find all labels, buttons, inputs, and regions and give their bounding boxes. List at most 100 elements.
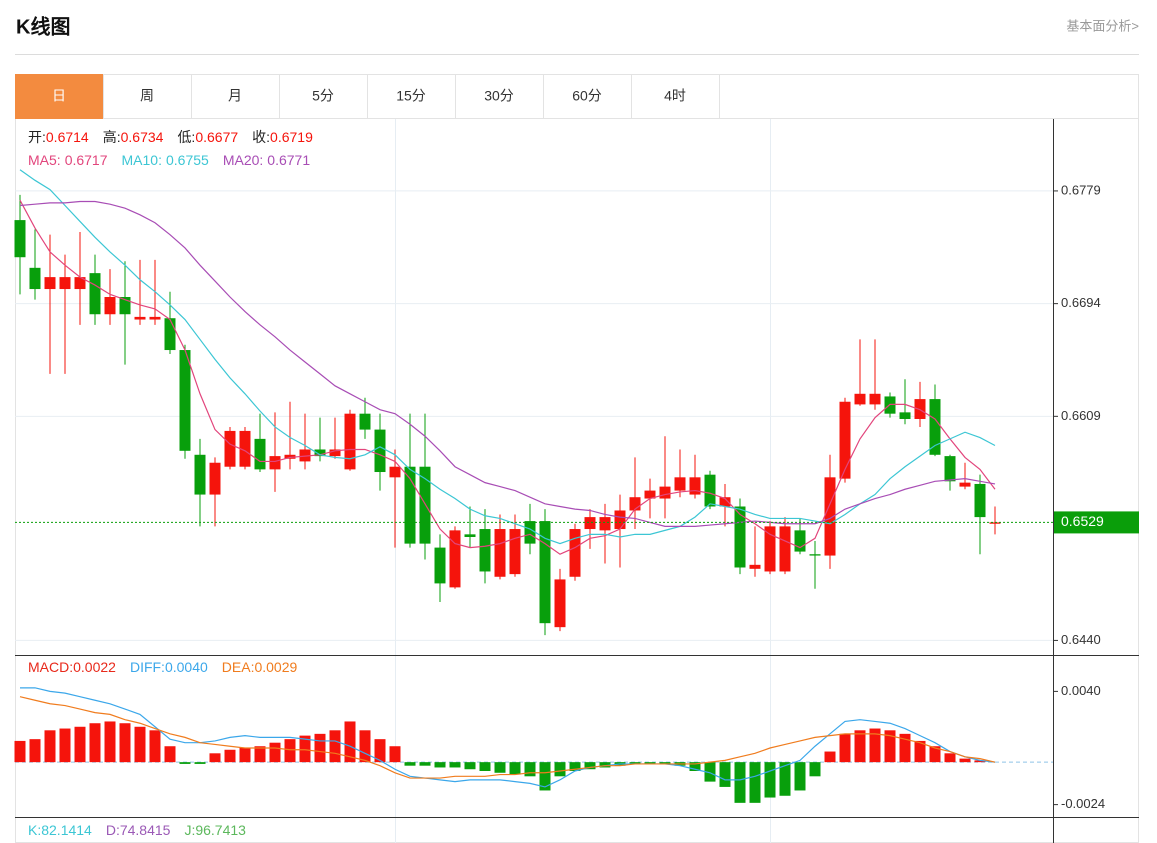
candle-body — [119, 297, 131, 315]
legend-value: 0.6734 — [121, 129, 164, 145]
y-tick-label: 0.6440 — [1061, 632, 1101, 647]
tab[interactable] — [455, 74, 544, 119]
candle-body — [554, 579, 566, 628]
macd-bar — [314, 733, 326, 763]
legend-value: 96.7413 — [195, 822, 246, 838]
candle-body — [209, 462, 221, 495]
candle-body — [974, 483, 986, 518]
candle-body — [689, 477, 701, 495]
tab-label[interactable]: 15分 — [396, 88, 426, 104]
macd-bar — [569, 762, 581, 771]
y-tick-label: 0.0040 — [1061, 683, 1101, 698]
candle-body — [29, 267, 41, 290]
candle-body — [284, 454, 296, 459]
legend-label: MA5: — [28, 152, 61, 168]
candle-body — [479, 529, 491, 572]
y-tick-label: 0.6694 — [1061, 295, 1101, 310]
legend-value: 0.6677 — [195, 129, 238, 145]
fundamental-link[interactable]: 基本面分析> — [1066, 18, 1139, 33]
macd-bar — [179, 762, 191, 764]
macd-bar — [74, 726, 86, 763]
page-title: K线图 — [16, 14, 70, 38]
legend: 开:0.6714 高:0.6734 低:0.6677 收:0.6719 — [28, 129, 313, 145]
candle-body — [989, 522, 1001, 524]
macd-bar — [644, 762, 656, 764]
macd-bar — [134, 726, 146, 763]
macd-bar — [389, 746, 401, 763]
last-price-label: 0.6529 — [1061, 513, 1104, 529]
candle-body — [569, 529, 581, 577]
candle-body — [524, 521, 536, 544]
macd-bar — [944, 753, 956, 763]
legend-label: MACD: — [28, 659, 73, 675]
tab-label[interactable]: 月 — [228, 88, 242, 104]
candle-body — [839, 401, 851, 479]
ma-line — [19, 200, 996, 527]
candle-body — [539, 521, 551, 624]
legend-value: 82.1414 — [41, 822, 92, 838]
macd-bar — [539, 762, 551, 791]
macd-bar — [14, 740, 26, 763]
macd-bar — [929, 746, 941, 763]
tab-label[interactable]: 5分 — [312, 88, 334, 104]
macd-bar — [209, 753, 221, 763]
legend-label: MA20: — [223, 152, 263, 168]
tab[interactable] — [367, 74, 456, 119]
tab-label[interactable]: 4时 — [664, 88, 686, 104]
tab[interactable] — [103, 74, 192, 119]
macd-bar — [374, 739, 386, 763]
candle-body — [134, 316, 146, 320]
candle-body — [704, 474, 716, 507]
macd-bar — [704, 762, 716, 782]
macd-bar — [329, 730, 341, 763]
macd-bar — [599, 762, 611, 768]
candle-body — [644, 490, 656, 499]
candle-body — [779, 526, 791, 572]
candle-body — [659, 486, 671, 499]
candle-body — [794, 530, 806, 552]
macd-bar — [689, 762, 701, 771]
macd-bar — [149, 730, 161, 763]
tab[interactable] — [191, 74, 280, 119]
macd-bar — [974, 760, 986, 763]
candle-body — [314, 449, 326, 457]
candle-body — [854, 393, 866, 405]
candle-body — [959, 482, 971, 487]
tab-bar: 日 周 月 5分 15分 30分 60分 4时 — [15, 74, 720, 119]
macd-bar — [524, 762, 536, 777]
tab-label[interactable]: 日 — [52, 88, 66, 104]
macd-bar — [884, 730, 896, 763]
legend-value: 0.6771 — [267, 152, 310, 168]
macd-bar — [89, 723, 101, 763]
macd-bar — [779, 762, 791, 796]
legend-value: 0.0040 — [165, 659, 208, 675]
candle-body — [869, 393, 881, 405]
candle-body — [944, 456, 956, 482]
macd-bar — [29, 739, 41, 763]
legend-label: 高: — [103, 129, 121, 145]
tab-label[interactable]: 周 — [140, 88, 154, 104]
candle-body — [89, 273, 101, 315]
tab-label[interactable]: 30分 — [484, 88, 514, 104]
tab[interactable] — [631, 74, 720, 119]
macd-bar — [509, 762, 521, 775]
candle-body — [734, 506, 746, 568]
candle-body — [74, 277, 86, 290]
macd-bar — [659, 762, 671, 764]
legend-label: 低: — [177, 129, 195, 145]
macd-bar — [254, 746, 266, 763]
tab-label[interactable]: 60分 — [572, 88, 602, 104]
tab[interactable] — [279, 74, 368, 119]
macd-bar — [59, 728, 71, 763]
chart-frame — [15, 74, 1139, 843]
legend: K:82.1414 D:74.8415 J:96.7413 — [28, 822, 246, 838]
macd-bar — [464, 762, 476, 770]
candle-body — [464, 534, 476, 537]
macd-bar — [839, 733, 851, 763]
candle-body — [104, 297, 116, 315]
candle-body — [344, 413, 356, 470]
legend-label: 开: — [28, 129, 46, 145]
tab[interactable] — [15, 74, 104, 119]
candle-body — [389, 466, 401, 478]
candle-body — [494, 529, 506, 577]
